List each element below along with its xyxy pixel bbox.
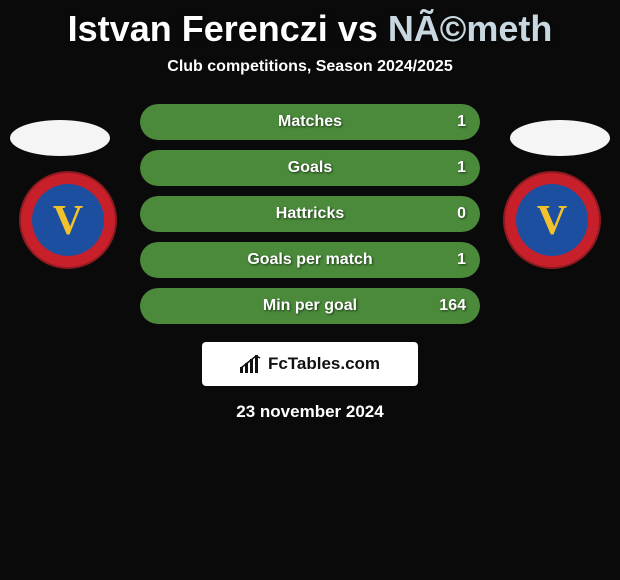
svg-text:V: V xyxy=(53,198,83,244)
stat-value: 164 xyxy=(439,297,466,315)
title-mid: vs xyxy=(328,8,388,49)
title-right: NÃ©meth xyxy=(388,8,553,49)
stats-container: Matches 1 Goals 1 Hattricks 0 Goals per match 1… xyxy=(140,104,480,324)
stat-label: Hattricks xyxy=(276,205,344,223)
stat-label: Goals xyxy=(288,159,332,177)
club-badge-right: V xyxy=(502,170,602,270)
stat-row: Min per goal 164 xyxy=(140,288,480,324)
stat-row: Goals 1 xyxy=(140,150,480,186)
stat-label: Matches xyxy=(278,113,342,131)
stat-row: Matches 1 xyxy=(140,104,480,140)
bar-chart-icon xyxy=(240,355,262,373)
date-text: 23 november 2024 xyxy=(0,402,620,422)
stat-value: 1 xyxy=(457,113,466,131)
stat-label: Min per goal xyxy=(263,297,357,315)
svg-text:V: V xyxy=(537,198,567,244)
stat-label: Goals per match xyxy=(247,251,372,269)
stat-value: 0 xyxy=(457,205,466,223)
avatar-left-placeholder xyxy=(10,120,110,156)
stat-row: Hattricks 0 xyxy=(140,196,480,232)
logo-text: FcTables.com xyxy=(268,354,380,374)
stat-value: 1 xyxy=(457,251,466,269)
stat-row: Goals per match 1 xyxy=(140,242,480,278)
subtitle: Club competitions, Season 2024/2025 xyxy=(0,58,620,76)
avatar-right-placeholder xyxy=(510,120,610,156)
page-title: Istvan Ferenczi vs NÃ©meth xyxy=(0,0,620,50)
fctables-logo[interactable]: FcTables.com xyxy=(202,342,418,386)
club-badge-left: V xyxy=(18,170,118,270)
stat-value: 1 xyxy=(457,159,466,177)
title-left: Istvan Ferenczi xyxy=(68,8,328,49)
